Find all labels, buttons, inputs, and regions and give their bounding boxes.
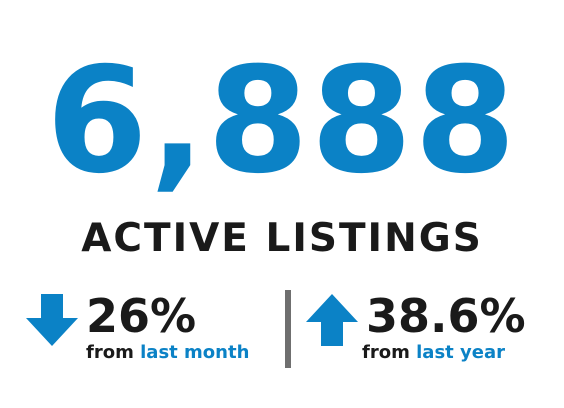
year-change-percent: 38.6% (366, 289, 526, 343)
arrow-down-icon (26, 294, 78, 346)
year-change-period: last year (416, 342, 505, 363)
year-change-prefix: from (362, 342, 410, 363)
divider (285, 290, 291, 368)
month-change-caption: from last month (86, 341, 249, 365)
month-change-stat: 26% from last month (24, 288, 274, 372)
year-change-stat: 38.6% from last year (300, 288, 560, 372)
arrow-up-icon (306, 294, 358, 346)
month-change-period: last month (140, 342, 250, 363)
month-change-prefix: from (86, 342, 134, 363)
active-listings-label: ACTIVE LISTINGS (81, 216, 483, 261)
month-change-percent: 26% (86, 289, 197, 343)
year-change-caption: from last year (362, 341, 505, 365)
active-listings-count: 6,888 (46, 36, 518, 206)
